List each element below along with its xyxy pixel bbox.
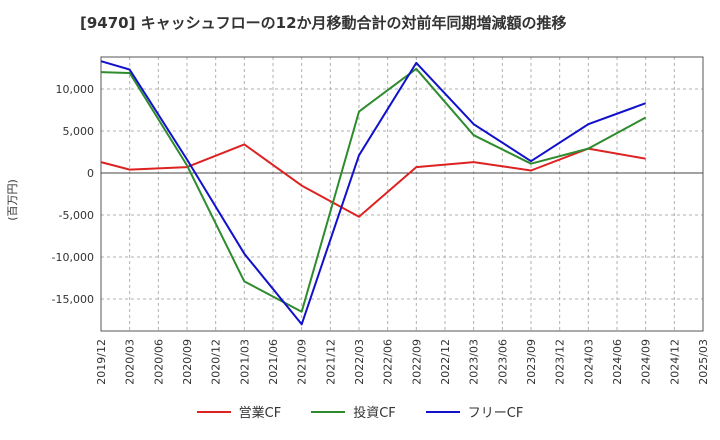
legend-label: フリーCF <box>467 406 524 421</box>
x-tick-label: 2021/03 <box>238 339 251 385</box>
x-tick-label: 2021/12 <box>324 339 337 385</box>
series-layer <box>100 60 647 326</box>
x-tick-label: 2022/03 <box>353 339 366 385</box>
x-tick-label: 2024/12 <box>668 339 681 385</box>
chart-title: [9470] キャッシュフローの12か月移動合計の対前年同期増減額の推移 <box>80 14 567 32</box>
x-tick-label: 2022/06 <box>382 339 395 385</box>
axis-layer: 2019/12 2020/03 2020/06 2020/09 2020/12 2021/… <box>52 56 710 385</box>
series-line <box>100 67 647 313</box>
legend-item: 営業CF <box>196 402 282 421</box>
y-tick-label: -5,000 <box>59 209 94 222</box>
y-tick-label: 5,000 <box>63 125 95 138</box>
x-tick-label: 2022/09 <box>410 339 423 385</box>
legend-item: フリーCF <box>425 402 524 421</box>
legend: 営業CF 投資CF フリーCF <box>0 402 720 421</box>
x-tick-label: 2019/12 <box>95 339 108 385</box>
x-tick-label: 2024/06 <box>611 339 624 385</box>
legend-item: 投資CF <box>311 402 396 421</box>
x-tick-label: 2023/12 <box>554 339 567 385</box>
x-tick-label: 2023/03 <box>468 339 481 385</box>
x-tick-label: 2024/03 <box>582 339 595 385</box>
x-tick-label: 2020/09 <box>181 339 194 385</box>
grid-layer <box>100 57 704 331</box>
x-tick-label: 2024/09 <box>640 339 653 385</box>
x-tick-label: 2020/03 <box>124 339 137 385</box>
legend-swatch <box>311 410 346 413</box>
legend-swatch <box>196 410 231 413</box>
x-tick-label: 2023/06 <box>496 339 509 385</box>
x-tick-label: 2022/12 <box>439 339 452 385</box>
y-tick-label: 10,000 <box>56 83 95 96</box>
y-axis-label: (百万円) <box>6 179 19 221</box>
x-tick-label: 2021/09 <box>296 339 309 385</box>
plot-frame <box>100 56 704 332</box>
x-tick-label: 2025/03 <box>697 339 710 385</box>
x-tick-label: 2020/06 <box>152 339 165 385</box>
y-tick-label: 0 <box>87 167 94 180</box>
legend-label: 営業CF <box>238 406 282 421</box>
x-tick-label: 2023/09 <box>525 339 538 385</box>
x-tick-label: 2020/12 <box>210 339 223 385</box>
legend-swatch <box>425 410 460 413</box>
series-line <box>100 143 646 218</box>
y-tick-label: -10,000 <box>52 251 94 264</box>
legend-label: 投資CF <box>353 406 396 421</box>
x-tick-label: 2021/06 <box>267 339 280 385</box>
series-line <box>100 60 647 326</box>
y-tick-label: -15,000 <box>52 293 94 306</box>
